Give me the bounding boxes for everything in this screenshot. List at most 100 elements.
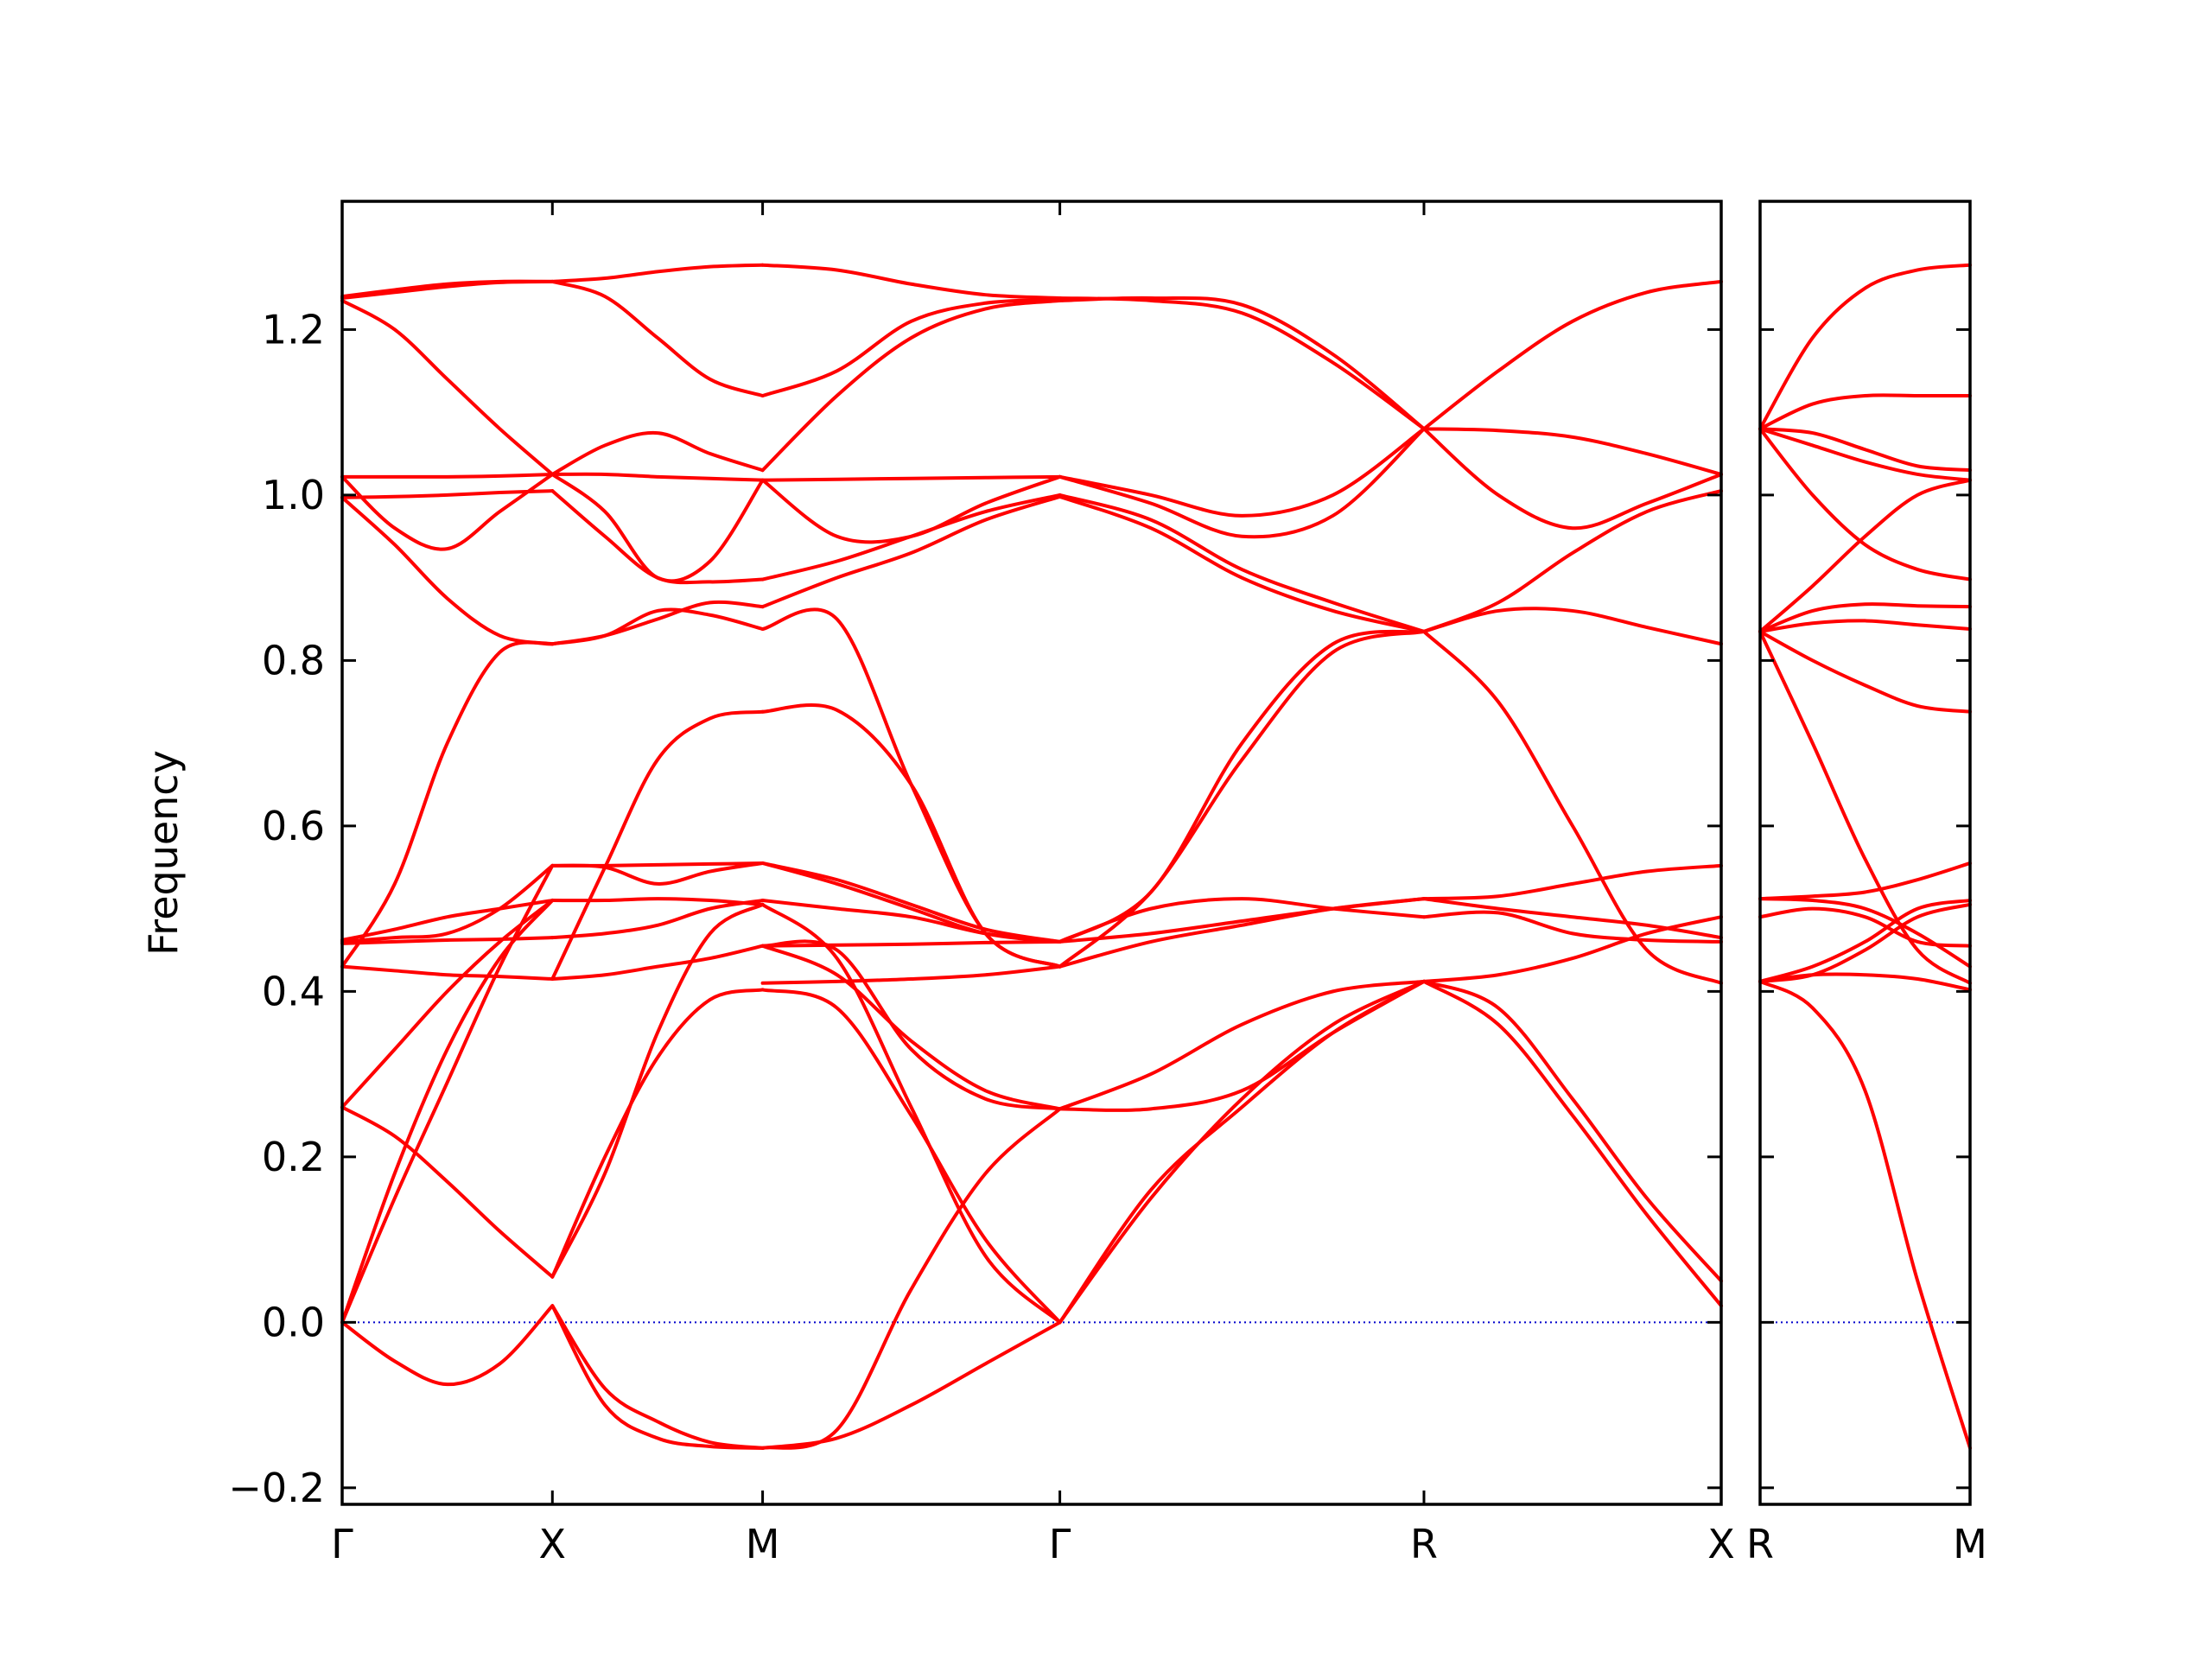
band-line-main-1-17 xyxy=(550,279,765,397)
band-line-main-3-1 xyxy=(1058,979,1426,1325)
band-line-main-3-6 xyxy=(1058,897,1426,944)
band-line-main-0-5 xyxy=(340,964,555,982)
band-line-main-2-16 xyxy=(760,474,1062,544)
band-line-main-2-0 xyxy=(760,1320,1062,1450)
band-line-side-0-9 xyxy=(1758,602,1972,633)
band-line-main-1-9 xyxy=(550,861,765,868)
band-line-side-0-2 xyxy=(1758,902,1972,983)
ytick-label: 0.6 xyxy=(262,803,325,849)
band-line-main-3-11 xyxy=(1058,427,1426,539)
side-band-lines xyxy=(1758,263,1972,1450)
ytick-label: 1.2 xyxy=(262,306,325,353)
band-line-side-0-15 xyxy=(1758,393,1972,431)
band-line-main-1-1 xyxy=(550,1304,765,1450)
band-line-main-3-12 xyxy=(1058,427,1426,518)
side-plot-frame xyxy=(1758,200,1972,1506)
band-line-side-0-11 xyxy=(1758,478,1972,633)
band-line-main-3-14 xyxy=(1058,296,1426,431)
band-line-main-4-8 xyxy=(1421,489,1723,633)
band-line-side-0-7 xyxy=(1758,629,1972,985)
band-line-main-3-13 xyxy=(1058,296,1426,431)
band-line-main-4-5 xyxy=(1421,897,1723,940)
y-tick-labels: −0.2 0.0 0.2 0.4 0.6 0.8 1.0 1.2 xyxy=(228,306,325,1510)
band-line-main-2-2 xyxy=(760,988,1062,1325)
band-line-side-0-8 xyxy=(1758,629,1972,714)
band-line-main-4-7 xyxy=(1421,607,1723,646)
band-line-side-0-10 xyxy=(1758,619,1972,633)
band-line-main-0-13 xyxy=(340,472,555,479)
band-line-side-0-14 xyxy=(1758,427,1972,473)
band-line-main-2-17 xyxy=(760,298,1062,473)
band-line-main-2-10 xyxy=(760,861,1062,944)
band-line-main-1-7 xyxy=(550,897,765,906)
band-line-main-1-3 xyxy=(550,902,765,1279)
ytick-label: 0.4 xyxy=(262,968,325,1014)
band-line-side-0-0 xyxy=(1758,979,1972,1450)
band-line-main-2-3 xyxy=(760,902,1062,1325)
band-line-main-2-11 xyxy=(760,703,1062,969)
band-line-main-2-18 xyxy=(760,297,1062,397)
main-plot-frame xyxy=(340,200,1723,1506)
band-line-main-3-10 xyxy=(1058,493,1426,633)
xtick-label-side-0: R xyxy=(1746,1521,1774,1567)
main-panel xyxy=(340,200,1723,1506)
band-line-main-3-5 xyxy=(1058,897,1426,944)
band-line-main-4-3 xyxy=(1421,910,1723,944)
band-line-main-2-5 xyxy=(760,939,1062,1111)
band-line-main-4-6 xyxy=(1421,629,1723,985)
band-line-main-0-14 xyxy=(340,298,555,476)
band-line-side-0-6 xyxy=(1758,897,1972,969)
band-line-main-0-9 xyxy=(340,899,555,943)
band-line-main-0-4 xyxy=(340,899,555,1109)
band-line-main-2-13 xyxy=(760,494,1062,609)
xtick-label-main-0: Γ xyxy=(331,1521,353,1567)
band-line-main-1-10 xyxy=(550,600,765,646)
band-line-main-0-1 xyxy=(340,863,555,1325)
band-line-side-0-3 xyxy=(1758,899,1972,983)
band-line-main-2-1 xyxy=(760,1107,1062,1450)
band-line-main-4-10 xyxy=(1421,427,1723,531)
band-line-main-4-0 xyxy=(1421,979,1723,1308)
ytick-label: 0.8 xyxy=(262,637,325,683)
band-line-main-3-2 xyxy=(1058,979,1426,1112)
band-line-side-0-16 xyxy=(1758,263,1972,431)
band-line-main-1-6 xyxy=(550,899,765,940)
band-line-main-3-7 xyxy=(1058,629,1426,944)
band-line-main-2-12 xyxy=(760,607,1062,969)
band-line-main-0-3 xyxy=(340,1105,555,1279)
xtick-label-side-1: M xyxy=(1953,1521,1987,1567)
side-panel xyxy=(1758,200,1972,1506)
band-line-main-0-10 xyxy=(340,495,555,646)
band-line-main-2-19 xyxy=(760,263,1062,301)
band-line-main-1-15 xyxy=(550,430,765,476)
band-line-main-1-2 xyxy=(550,988,765,1279)
band-line-main-3-9 xyxy=(1058,494,1426,633)
xtick-label-main-3: Γ xyxy=(1049,1521,1071,1567)
band-line-side-0-12 xyxy=(1758,427,1972,582)
band-line-side-0-5 xyxy=(1758,861,1972,901)
band-line-main-2-15 xyxy=(760,474,1062,482)
ytick-label: −0.2 xyxy=(228,1465,325,1511)
band-line-main-3-4 xyxy=(1058,897,1426,969)
band-line-main-4-4 xyxy=(1421,863,1723,901)
band-line-main-1-4 xyxy=(550,944,765,982)
band-line-main-1-5 xyxy=(550,709,765,982)
ytick-label: 0.2 xyxy=(262,1134,325,1180)
ytick-label: 1.0 xyxy=(262,472,325,518)
band-line-main-0-0 xyxy=(340,1304,555,1387)
band-line-main-1-0 xyxy=(550,1304,765,1450)
band-line-main-4-11 xyxy=(1421,279,1723,431)
band-line-main-2-7 xyxy=(760,939,1062,948)
xtick-label-main-1: X xyxy=(539,1521,567,1567)
band-line-main-4-9 xyxy=(1421,427,1723,476)
band-line-main-1-14 xyxy=(550,472,765,482)
band-line-main-0-6 xyxy=(340,640,555,969)
band-line-main-1-16 xyxy=(550,263,765,283)
band-line-main-1-11 xyxy=(550,607,765,646)
band-line-main-1-13 xyxy=(550,472,765,583)
y-axis-label: Frequency xyxy=(140,750,187,956)
ytick-label: 0.0 xyxy=(262,1299,325,1345)
band-line-side-0-1 xyxy=(1758,972,1972,992)
band-line-main-3-8 xyxy=(1058,629,1426,969)
